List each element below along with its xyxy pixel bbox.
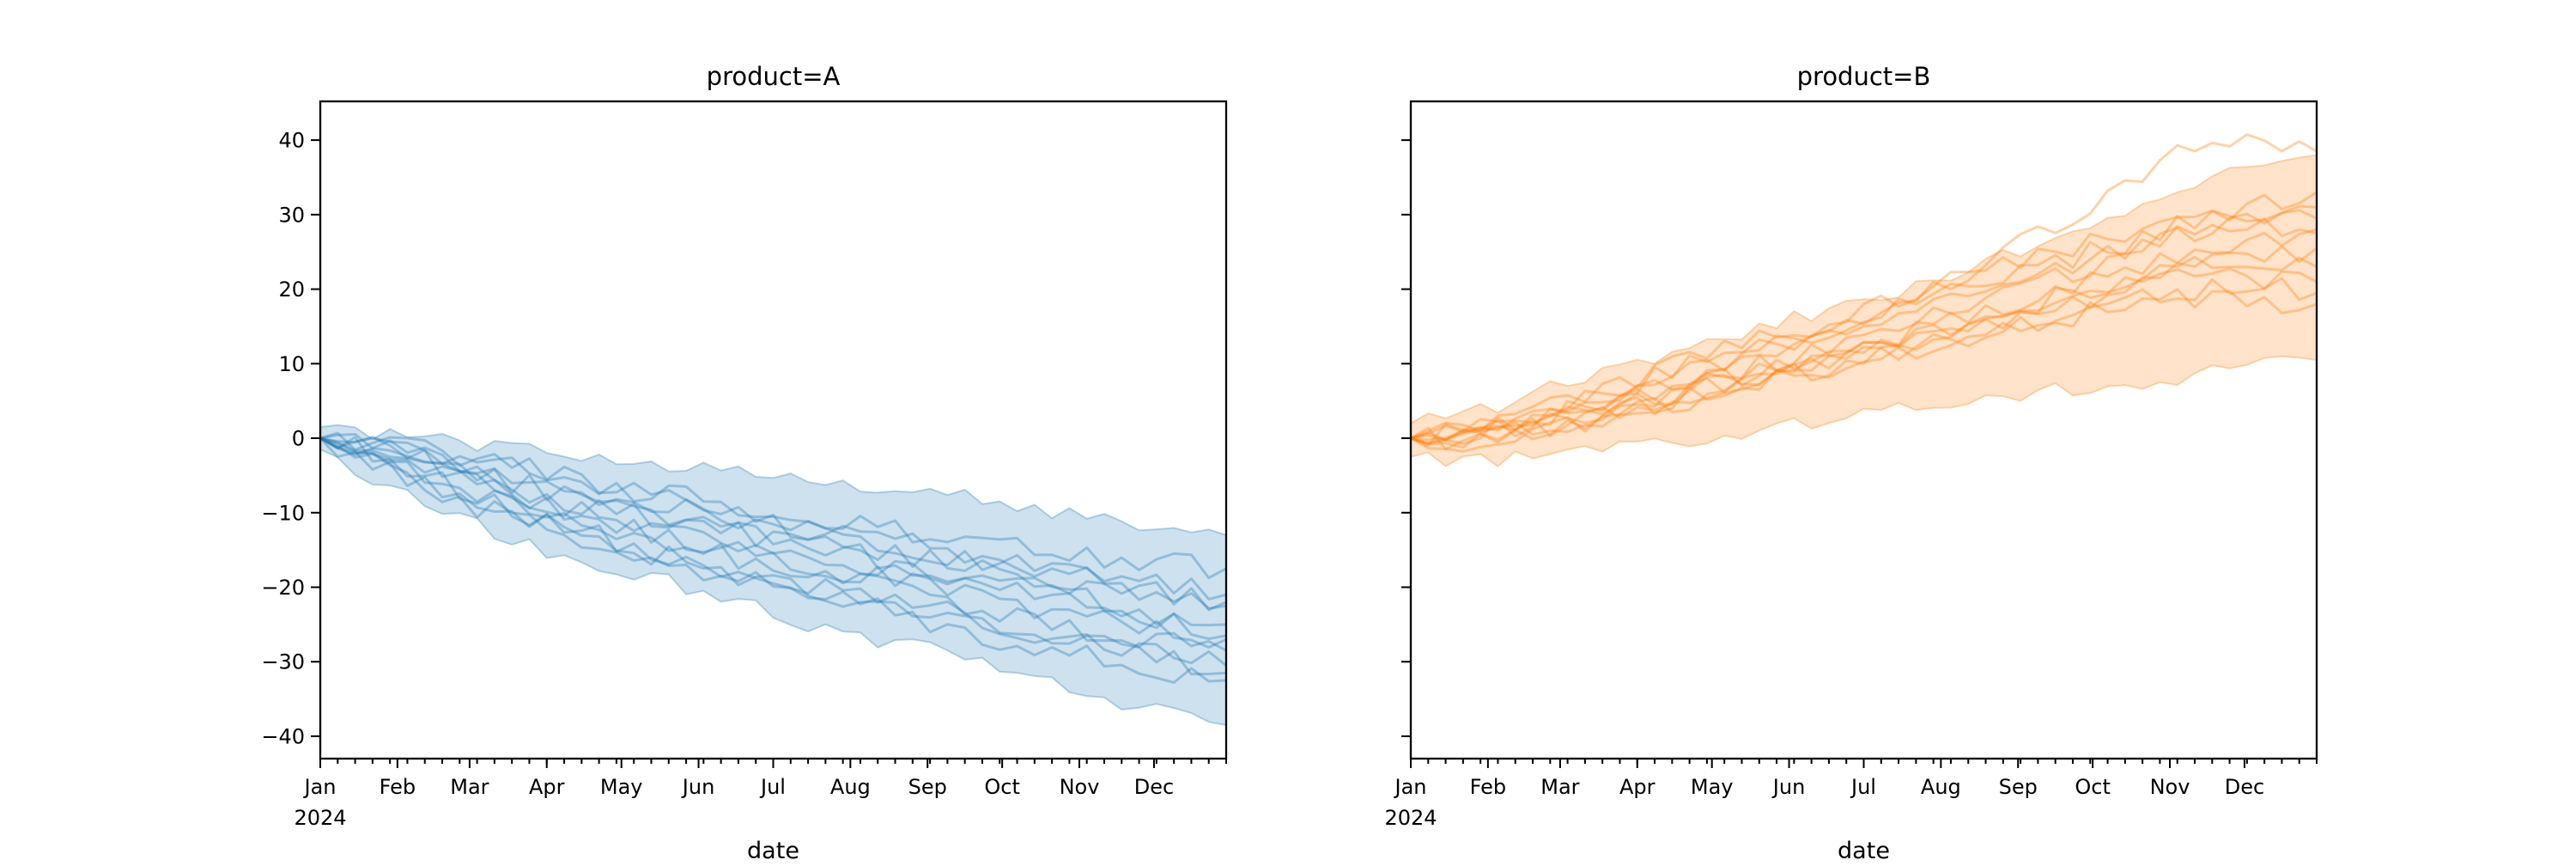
x-tick-year-label: 2024 [1384,806,1437,830]
x-tick-label: Oct [2075,775,2111,799]
series-line [320,436,1226,640]
series-line [320,436,1226,668]
series-line [1411,209,2317,440]
y-tick-label: 10 [278,352,305,376]
y-tick-label: 0 [292,427,305,451]
panel-a-xlabel: date [747,838,799,864]
series-line [320,436,1226,610]
x-tick-label: Aug [830,775,871,799]
series-line [320,436,1226,676]
panel-b-title: product=B [1796,62,1931,91]
uncertainty-band [1411,154,2317,467]
y-tick-label: 30 [278,203,305,227]
x-tick-label: Nov [1060,775,1100,799]
series-line [320,436,1226,627]
series-line [1411,267,2317,445]
series-line [1411,133,2317,448]
series-line [320,436,1226,580]
series-line [1411,191,2317,442]
x-tick-label: Jul [759,775,786,799]
series-line [1411,255,2317,451]
x-tick-label: Feb [1470,775,1507,799]
x-tick-label: Oct [984,775,1020,799]
x-tick-year-label: 2024 [294,806,346,830]
series-line [320,436,1226,652]
panel-b-xlabel: date [1838,838,1890,864]
x-tick-label: Apr [1619,775,1656,799]
uncertainty-band [320,424,1226,727]
x-tick-label: Aug [1921,775,1961,799]
series-line [1411,228,2317,442]
y-tick-label: −20 [261,576,305,600]
x-tick-label: Dec [2225,775,2264,799]
x-tick-label: May [600,775,643,799]
series-line [320,436,1226,649]
y-tick-label: −30 [261,650,305,674]
series-line [320,436,1226,684]
x-tick-label: May [1691,775,1734,799]
y-tick-label: −40 [261,724,305,748]
series-line [320,433,1226,601]
series-line [320,431,1226,612]
x-tick-label: Jun [1771,775,1806,799]
y-tick-label: 20 [278,277,305,302]
series-line [1411,245,2317,449]
panel-a-title: product=A [706,62,841,91]
x-tick-label: Sep [908,775,947,799]
x-tick-label: Mar [1540,775,1579,799]
x-tick-label: Jan [1394,775,1427,799]
y-tick-label: −10 [261,501,305,525]
series-line [1411,204,2317,440]
x-tick-label: Jul [1850,775,1876,799]
x-tick-label: Nov [2150,775,2190,799]
series-line [1411,217,2317,445]
series-line [1411,288,2317,445]
y-tick-label: 40 [278,129,305,153]
x-tick-label: Jun [681,775,715,799]
x-tick-label: Feb [380,775,416,799]
x-tick-label: Apr [529,775,565,799]
x-tick-label: Sep [1999,775,2038,799]
x-tick-label: Jan [303,775,337,799]
x-tick-label: Mar [450,775,489,799]
series-line [1411,277,2317,453]
x-tick-label: Dec [1134,775,1174,799]
